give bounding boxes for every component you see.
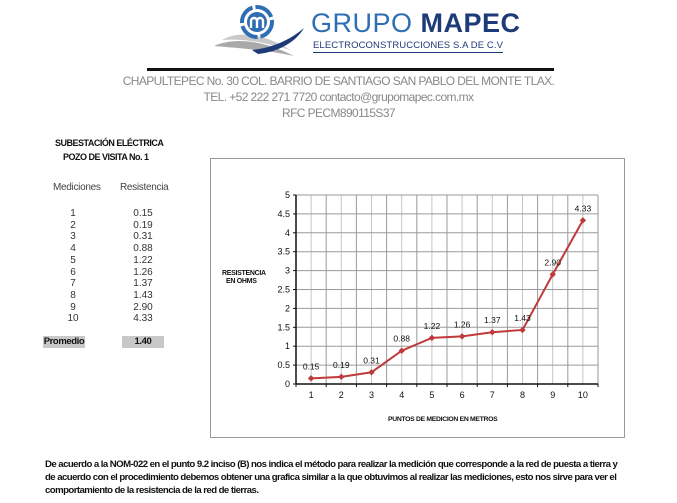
data-point-marker <box>549 271 556 278</box>
x-tick-label: 5 <box>429 390 434 400</box>
medicion-cell: 1 <box>70 208 76 219</box>
footer-line-2: de acuerdo con el procedimiento debemos … <box>45 472 617 483</box>
x-tick-label: 10 <box>578 390 588 400</box>
x-tick-label: 1 <box>309 390 314 400</box>
data-point-marker <box>368 369 375 376</box>
data-label: 1.26 <box>454 319 471 329</box>
x-tick-label: 2 <box>339 390 344 400</box>
average-value: 1.40 <box>122 336 164 348</box>
x-axis-label: PUNTOS DE MEDICION EN METROS <box>388 416 498 423</box>
footer-paragraph: De acuerdo a la NOM-022 en el punto 9.2 … <box>45 458 645 497</box>
resistencia-cell: 0.19 <box>133 219 153 231</box>
y-tick-label: 1.5 <box>277 322 290 332</box>
header-divider <box>147 68 554 71</box>
x-tick-label: 9 <box>550 390 555 400</box>
y-tick-label: 3 <box>285 266 290 276</box>
data-point-marker <box>489 329 496 336</box>
data-label: 0.19 <box>333 360 350 370</box>
y-tick-label: 3.5 <box>277 247 290 257</box>
footer-line-3: comportamiento de la resistencia de la r… <box>45 485 259 496</box>
brand-name-part1: GRUPO <box>311 8 413 38</box>
data-label: 1.37 <box>484 315 501 325</box>
data-point-marker <box>307 375 315 382</box>
resistencia-cell: 2.90 <box>133 301 153 313</box>
data-label: 2.90 <box>544 257 561 267</box>
medicion-cell: 4 <box>70 243 76 255</box>
medicion-cell: 5 <box>70 254 76 266</box>
y-tick-label: 0.5 <box>277 360 290 370</box>
data-point-marker <box>428 334 436 342</box>
resistencia-cell: 1.43 <box>133 289 153 301</box>
data-point-marker <box>398 347 405 354</box>
data-label: 1.22 <box>424 321 441 331</box>
y-axis-label: RESISTENCIA EN OHMS <box>222 270 266 286</box>
data-label: 0.88 <box>393 334 410 344</box>
data-label: 1.43 <box>514 313 531 323</box>
resistencia-cell: 1.37 <box>133 278 153 290</box>
resistencia-cell: 0.31 <box>133 231 153 243</box>
x-tick-label: 3 <box>369 390 374 400</box>
data-label: 0.15 <box>303 361 320 371</box>
resistencia-cell: 1.26 <box>133 266 153 278</box>
brand-name: GRUPO MAPEC <box>311 8 521 39</box>
medicion-cell: 10 <box>67 313 79 325</box>
data-point-marker <box>579 217 587 224</box>
data-label: 4.33 <box>575 203 592 213</box>
x-tick-label: 8 <box>520 390 525 400</box>
data-label: 0.31 <box>363 355 380 365</box>
y-axis-label-line1: RESISTENCIA <box>222 270 266 277</box>
company-address: CHAPULTEPEC No. 30 COL. BARRIO DE SANTIA… <box>122 74 555 88</box>
average-label: Promedio <box>43 336 85 348</box>
resistencia-cell: 1.22 <box>133 254 153 266</box>
footer-line-1: De acuerdo a la NOM-022 en el punto 9.2 … <box>45 459 618 470</box>
column-header-resistencia: Resistencia <box>120 182 169 193</box>
medicion-cell: 3 <box>70 231 76 243</box>
resistencia-cell: 0.15 <box>133 208 153 219</box>
section-title-line1: SUBESTACIÓN ELÉCTRICA <box>55 138 164 148</box>
y-tick-label: 4 <box>285 228 290 238</box>
resistencia-cell: 0.88 <box>133 243 153 255</box>
y-tick-label: 0 <box>285 379 290 389</box>
brand-name-part2: MAPEC <box>420 8 521 38</box>
resistencia-cell: 4.33 <box>133 313 153 325</box>
medicion-cell: 7 <box>70 278 76 290</box>
x-tick-label: 6 <box>460 390 465 400</box>
x-tick-label: 7 <box>490 390 495 400</box>
section-title-line2: POZO DE VISITA No. 1 <box>63 152 149 162</box>
brand-subtitle: ELECTROCONSTRUCCIONES S.A DE C.V <box>313 40 504 53</box>
chart-container <box>210 158 625 438</box>
data-point-marker <box>458 333 466 340</box>
y-axis-label-line2: EN OHMS <box>226 278 257 285</box>
y-tick-label: 2 <box>285 303 290 313</box>
medicion-cell: 6 <box>70 266 76 278</box>
y-tick-label: 1 <box>285 341 290 351</box>
company-contact: TEL. +52 222 271 7720 contacto@grupomape… <box>203 90 475 104</box>
y-tick-label: 5 <box>285 190 290 200</box>
x-tick-label: 4 <box>399 390 404 400</box>
y-tick-label: 4.5 <box>277 209 290 219</box>
medicion-cell: 8 <box>70 289 76 301</box>
y-tick-label: 2.5 <box>277 285 290 295</box>
company-rfc: RFC PECM890115S37 <box>282 106 396 120</box>
series-line <box>311 219 584 380</box>
medicion-cell: 9 <box>70 301 76 313</box>
medicion-cell: 2 <box>70 219 76 231</box>
data-point-marker <box>519 326 526 334</box>
column-header-mediciones: Mediciones <box>53 182 101 193</box>
mapec-logo-icon <box>214 5 304 56</box>
data-point-marker <box>338 373 345 381</box>
